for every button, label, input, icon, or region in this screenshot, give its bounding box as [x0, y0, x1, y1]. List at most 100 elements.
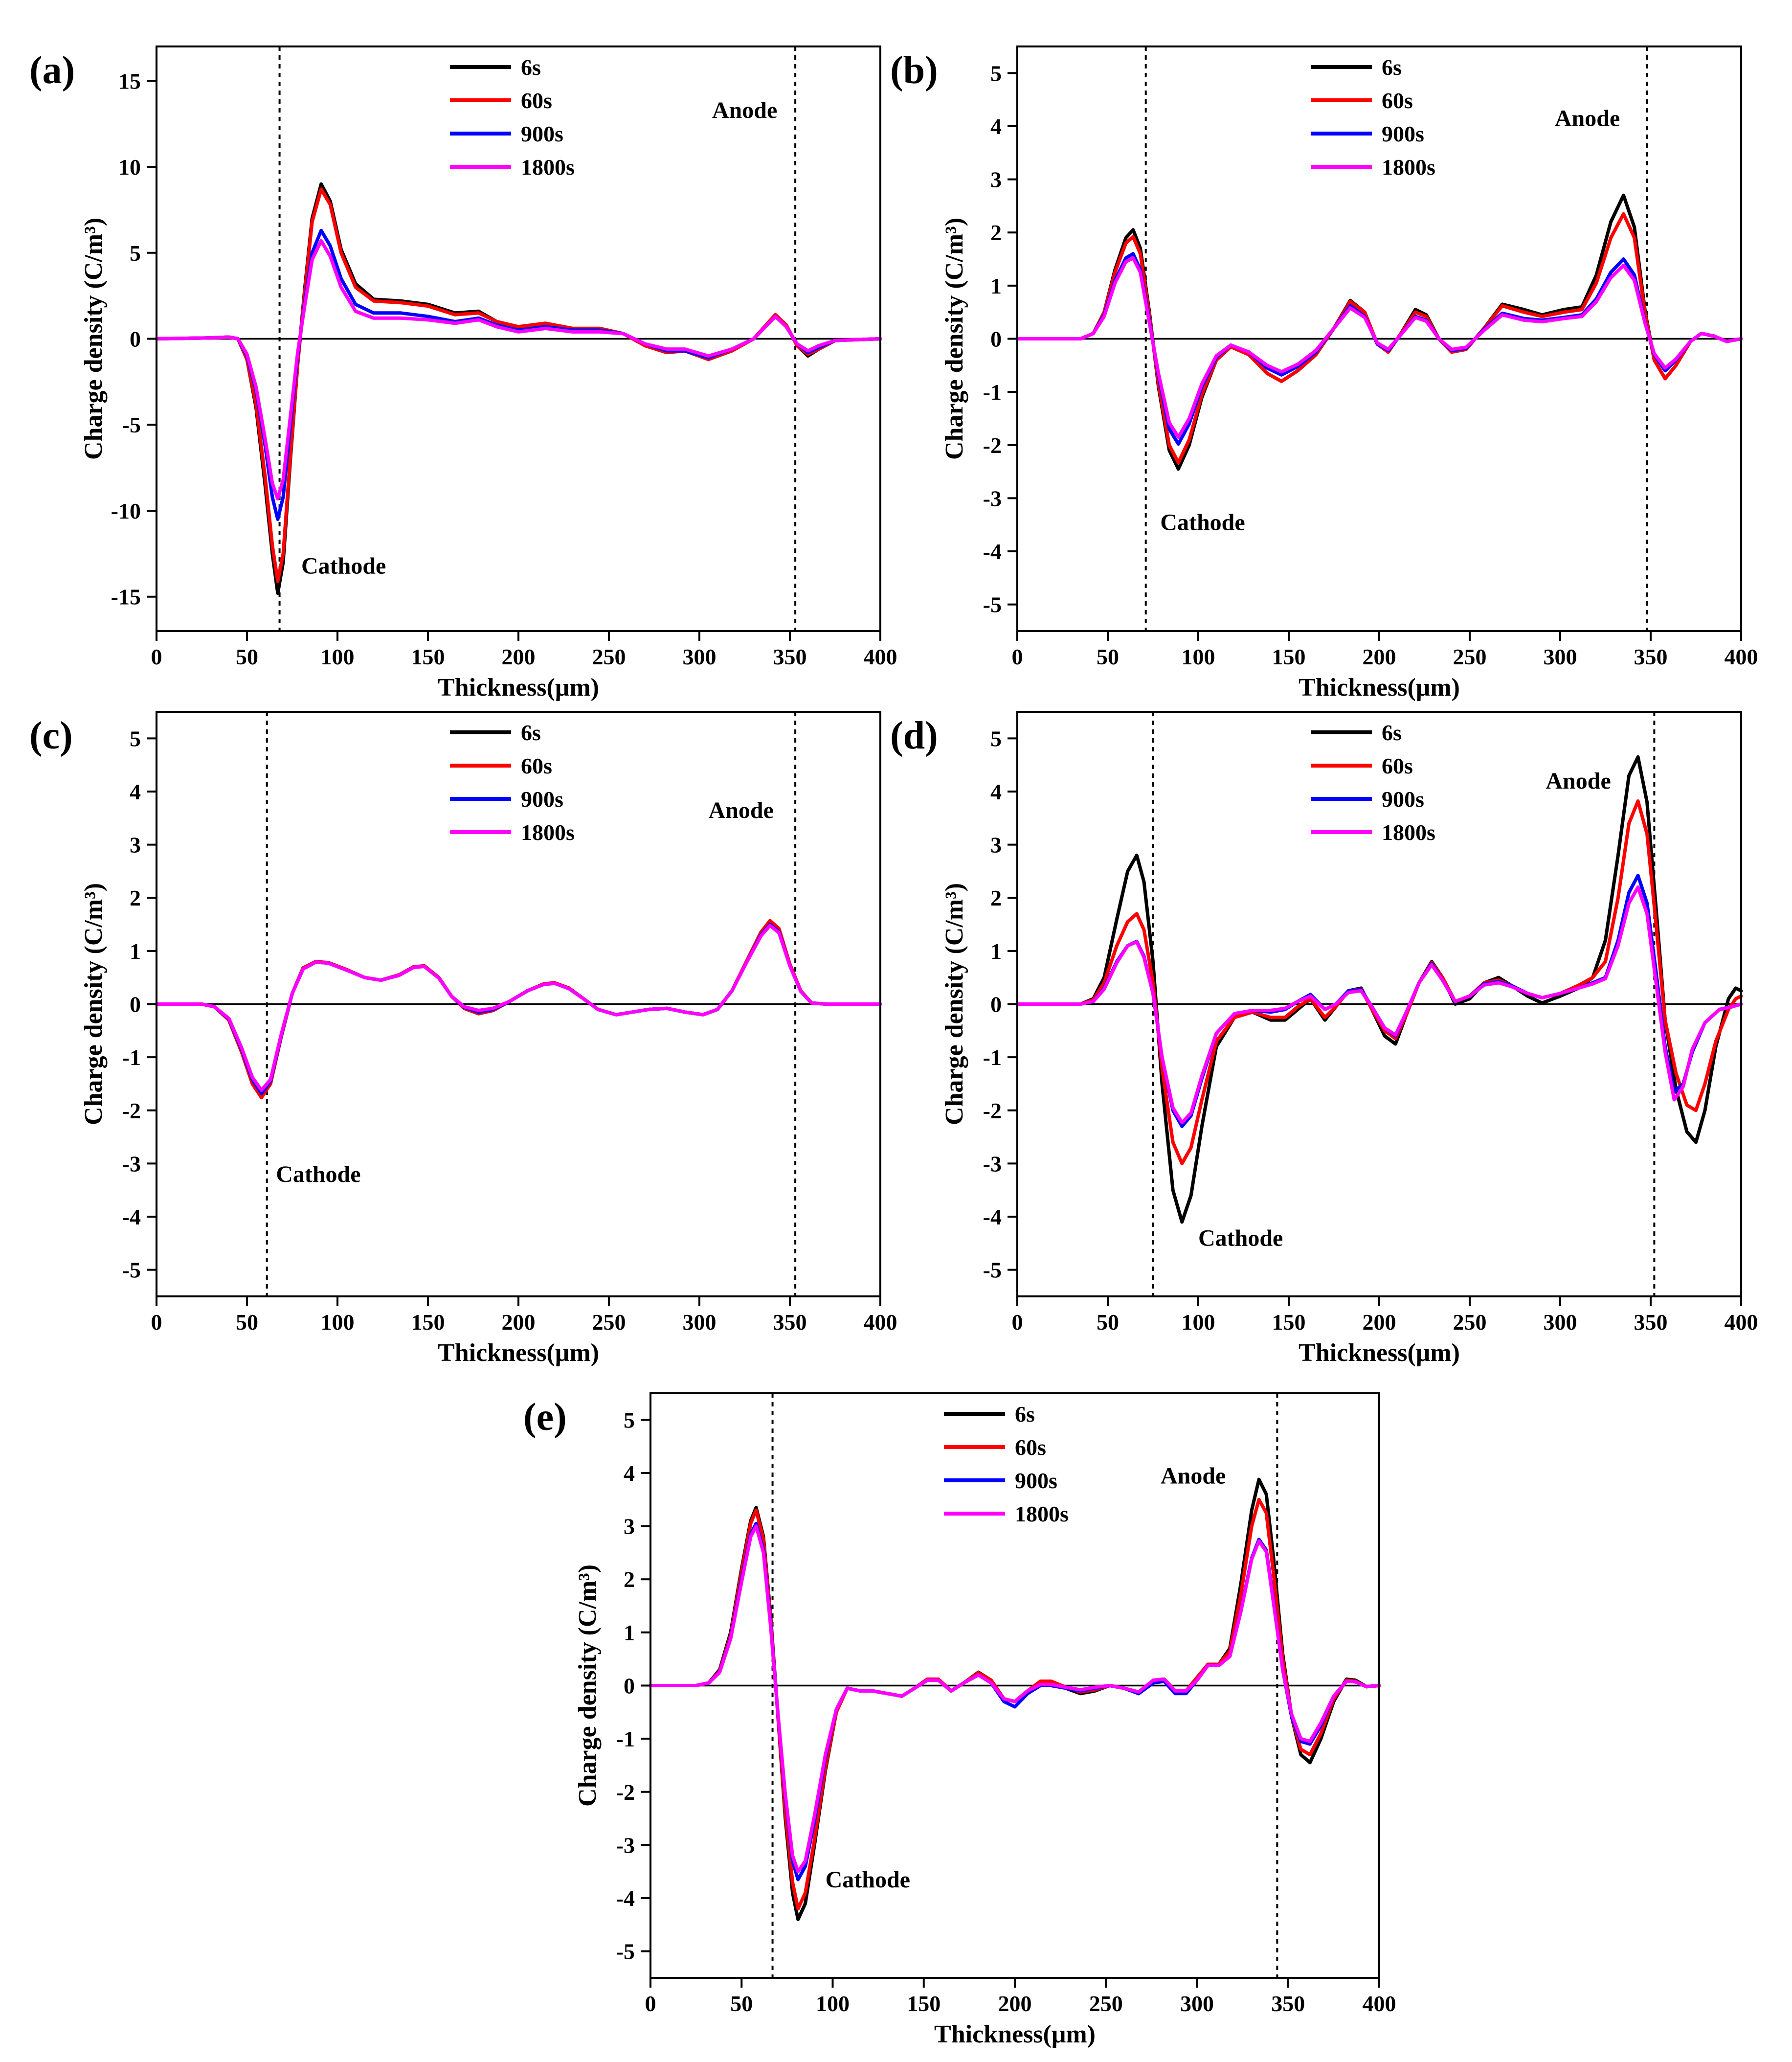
y-axis-title: Charge density (C/m³): [574, 1564, 602, 1807]
y-tick-label: 3: [990, 167, 1002, 192]
y-tick-label: -4: [983, 539, 1002, 564]
y-tick-label: 5: [990, 726, 1002, 751]
y-tick-label: -5: [616, 1939, 635, 1964]
y-tick-label: 4: [990, 779, 1002, 804]
legend-label: 1800s: [521, 820, 575, 845]
legend-label: 6s: [1382, 720, 1402, 745]
legend-label: 1800s: [1382, 155, 1435, 180]
x-tick-label: 350: [773, 644, 807, 669]
x-tick-label: 400: [1725, 1310, 1758, 1335]
chart-panel: 0 50 100 150 200 250 300 350 400 -5 -4 -3 -2 -1 0 1 2 3 4 5…: [29, 711, 897, 1367]
y-tick-label: -3: [983, 486, 1002, 511]
x-tick-label: 200: [998, 1991, 1032, 2016]
x-tick-label: 200: [502, 1310, 536, 1335]
x-tick-label: 300: [1180, 1991, 1214, 2016]
x-tick-label: 50: [236, 644, 258, 669]
x-tick-label: 350: [1271, 1991, 1305, 2016]
legend-label: 6s: [1382, 55, 1402, 80]
x-tick-label: 100: [1182, 644, 1215, 669]
y-tick-label: -4: [983, 1204, 1002, 1229]
panel-label: (b): [890, 49, 938, 92]
annotation-label: Cathode: [301, 553, 386, 579]
y-tick-label: 1: [990, 273, 1002, 298]
x-tick-label: 0: [645, 1991, 656, 2016]
legend-label: 60s: [1382, 88, 1413, 113]
legend-label: 60s: [1382, 753, 1413, 778]
chart-panel: 0 50 100 150 200 250 300 350 400 -5 -4 -3 -2 -1 0 1 2 3 4 5…: [523, 1392, 1396, 2048]
x-tick-label: 350: [773, 1310, 807, 1335]
y-tick-label: -5: [983, 592, 1002, 617]
y-tick-label: 2: [990, 885, 1002, 910]
x-tick-label: 400: [864, 1310, 897, 1335]
legend-label: 60s: [1015, 1435, 1046, 1460]
y-tick-label: -2: [616, 1780, 635, 1805]
x-tick-label: 50: [730, 1991, 753, 2016]
y-tick-label: 2: [990, 220, 1002, 245]
chart-panel: 0 50 100 150 200 250 300 350 400 -15 -10 -5 0 5 10 15 Th…: [29, 45, 897, 702]
chart-panel: 0 50 100 150 200 250 300 350 400 -5 -4 -3 -2 -1 0 1 2 3 4 5…: [890, 45, 1758, 702]
y-tick-label: 0: [624, 1674, 635, 1699]
legend-label: 900s: [1015, 1468, 1057, 1493]
x-tick-label: 350: [1634, 644, 1668, 669]
x-axis-title: Thickness(μm): [438, 674, 599, 702]
x-tick-label: 400: [1363, 1991, 1396, 2016]
y-tick-label: -4: [122, 1204, 141, 1229]
y-tick-label: 3: [990, 833, 1002, 858]
x-tick-label: 50: [1097, 1310, 1119, 1335]
panel-label: (c): [29, 714, 73, 757]
annotation-label: Anode: [1546, 768, 1611, 794]
y-tick-label: -2: [983, 1098, 1002, 1123]
x-tick-label: 300: [1544, 1310, 1577, 1335]
y-tick-label: 1: [130, 939, 141, 964]
x-tick-label: 400: [864, 644, 897, 669]
legend-label: 1800s: [1382, 820, 1435, 845]
y-tick-label: -15: [111, 585, 141, 610]
legend-label: 1800s: [521, 155, 575, 180]
x-tick-label: 250: [1089, 1991, 1123, 2016]
x-tick-label: 0: [1012, 644, 1023, 669]
y-tick-label: -1: [983, 1045, 1002, 1070]
y-axis-title: Charge density (C/m³): [80, 218, 108, 460]
legend-label: 60s: [521, 88, 552, 113]
y-tick-label: 5: [990, 61, 1002, 86]
x-tick-label: 300: [1544, 644, 1577, 669]
legend-label: 900s: [1382, 787, 1424, 812]
annotation-label: Anode: [1161, 1463, 1226, 1489]
y-tick-label: 1: [624, 1620, 635, 1645]
annotation-label: Cathode: [1198, 1225, 1283, 1251]
x-tick-label: 250: [1453, 644, 1487, 669]
x-tick-label: 350: [1634, 1310, 1668, 1335]
x-tick-label: 50: [236, 1310, 258, 1335]
series-line: [1015, 256, 1743, 439]
x-tick-label: 250: [592, 1310, 626, 1335]
annotation-label: Cathode: [826, 1867, 910, 1893]
series-line: [1015, 885, 1743, 1125]
panel-label: (e): [523, 1396, 567, 1439]
x-tick-label: 0: [1012, 1310, 1023, 1335]
chart-panel: 0 50 100 150 200 250 300 350 400 -5 -4 -3 -2 -1 0 1 2 3 4 5…: [890, 711, 1758, 1367]
panel-label: (a): [29, 49, 75, 92]
x-tick-label: 150: [907, 1991, 941, 2016]
x-tick-label: 50: [1097, 644, 1119, 669]
annotation-label: Anode: [1555, 106, 1620, 132]
y-tick-label: 0: [990, 992, 1002, 1017]
x-axis-title: Thickness(μm): [1299, 674, 1460, 702]
annotation-label: Cathode: [276, 1161, 360, 1187]
x-tick-label: 0: [151, 1310, 162, 1335]
legend-label: 900s: [521, 787, 563, 812]
y-tick-label: -1: [616, 1726, 635, 1751]
y-tick-label: 0: [990, 327, 1002, 352]
series-line: [155, 924, 882, 1092]
y-tick-label: 2: [624, 1567, 635, 1592]
y-tick-label: 10: [118, 155, 141, 180]
y-tick-label: -5: [122, 1258, 141, 1283]
x-axis-title: Thickness(μm): [1299, 1339, 1460, 1367]
y-tick-label: -2: [122, 1098, 141, 1123]
x-axis-title: Thickness(μm): [934, 2020, 1096, 2048]
annotation-label: Cathode: [1160, 509, 1245, 535]
y-tick-label: -4: [616, 1886, 635, 1911]
y-tick-label: 2: [130, 885, 141, 910]
y-tick-label: -2: [983, 433, 1002, 458]
y-tick-label: 5: [130, 726, 141, 751]
